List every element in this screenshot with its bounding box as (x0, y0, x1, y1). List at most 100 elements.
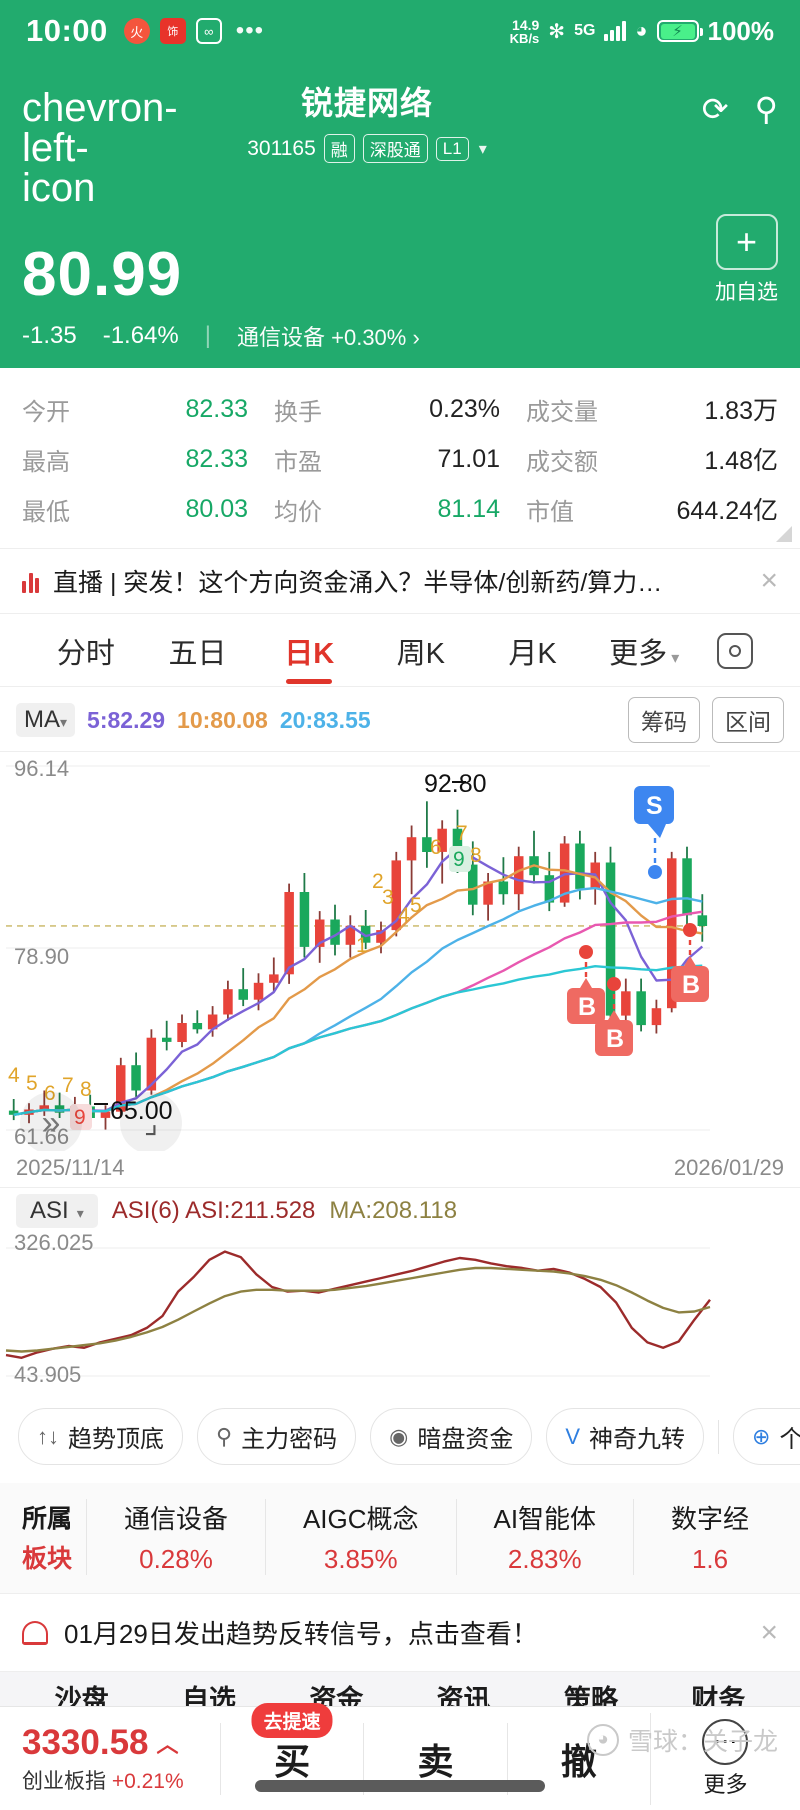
chip-nine-turn[interactable]: V 神奇九转 (546, 1408, 705, 1465)
fullscreen-icon[interactable]: ⌟ (120, 1092, 182, 1151)
chevron-right-icon: › (412, 325, 420, 350)
expand-corner-icon[interactable] (776, 526, 792, 542)
section-nav-item-financials[interactable]: 财务 (691, 1685, 746, 1706)
red-square-badge-icon: 饰 (159, 18, 186, 44)
svg-text:4: 4 (8, 1064, 20, 1087)
more-dots-icon: ••• (235, 17, 265, 44)
stat-value: 82.33 (185, 394, 248, 423)
wifi-icon: ◕ (635, 19, 648, 42)
arrows-updown-icon: ↑↓ (37, 1423, 59, 1449)
stat-value: 81.14 (437, 494, 500, 523)
stat-label: 市盈 (274, 448, 322, 476)
target-icon: ⊕ (752, 1423, 771, 1449)
tab-more[interactable]: 更多 ▾ (588, 630, 700, 672)
svg-text:9: 9 (74, 1106, 86, 1129)
tab-fiveday[interactable]: 五日 (168, 638, 227, 670)
ma-selector[interactable]: MA▾ (16, 703, 76, 737)
stat-label: 今开 (22, 398, 70, 426)
chevron-down-icon[interactable]: ▾ (478, 140, 487, 158)
chip-trend-topbottom[interactable]: ↑↓ 趋势顶底 (18, 1408, 183, 1465)
feature-chips: ↑↓ 趋势顶底 ⚲ 主力密码 ◉ 暗盘资金 V 神奇九转 ⊕ 个股雷 (0, 1390, 800, 1483)
section-nav-item-news[interactable]: 资讯 (436, 1685, 491, 1706)
chip-dark-pool[interactable]: ◉ 暗盘资金 (370, 1408, 533, 1465)
svg-text:B: B (682, 971, 700, 999)
sector-row: 所属 板块 通信设备 0.28% AIGC概念 3.85% AI智能体 2.83… (0, 1483, 800, 1593)
section-nav-item-strategy[interactable]: 策略 (563, 1685, 618, 1706)
close-icon[interactable]: × (760, 564, 778, 597)
sell-button[interactable]: 卖 (363, 1722, 506, 1795)
section-nav-item-funds[interactable]: 资金 (309, 1685, 364, 1706)
chip-stock-radar[interactable]: ⊕ 个股雷 (733, 1408, 800, 1465)
expand-chart-icon[interactable]: » (20, 1092, 82, 1151)
bell-icon (22, 1620, 48, 1645)
sector-percent: 0.28% (139, 1544, 213, 1574)
stat-label: 换手 (274, 398, 322, 426)
alert-banner[interactable]: 01月29日发出趋势反转信号，点击查看！ × (0, 1593, 800, 1672)
plus-icon: + (715, 214, 778, 270)
sector-name: AIGC概念 (302, 1504, 419, 1534)
chart-date-axis: 2025/11/14 2026/01/29 (0, 1151, 800, 1187)
tab-monthly-k[interactable]: 月K (508, 638, 557, 670)
chips-button[interactable]: 筹码 (628, 697, 700, 743)
home-indicator[interactable] (255, 1780, 545, 1792)
buy-button[interactable]: 去提速 买 (220, 1702, 363, 1795)
stat-label: 最低 (22, 498, 70, 526)
netspeed-value: 14.9 (512, 16, 540, 33)
tab-daily-k[interactable]: 日K (253, 630, 365, 672)
sector-item[interactable]: 数字经 1.6 (633, 1499, 786, 1575)
sector-item[interactable]: AIGC概念 3.85% (264, 1499, 456, 1575)
section-nav-item-watchlist[interactable]: 自选 (181, 1685, 236, 1706)
refresh-icon[interactable]: ⟳ (701, 91, 729, 127)
alert-text: 01月29日发出趋势反转信号，点击查看！ (64, 1619, 538, 1649)
tab-weekly-k[interactable]: 周K (396, 638, 446, 670)
chip-label: 趋势顶底 (68, 1426, 164, 1453)
add-favorite-button[interactable]: + 加自选 (715, 214, 778, 306)
change-absolute: -1.35 (22, 322, 77, 349)
key-icon: ⚲ (216, 1423, 233, 1449)
index-widget[interactable]: 3330.58 ︿ 创业板指 +0.21% (0, 1723, 220, 1795)
chart-settings-icon[interactable] (700, 633, 770, 669)
svg-text:1: 1 (356, 934, 368, 957)
sector-item[interactable]: AI智能体 2.83% (455, 1499, 634, 1575)
section-nav-item-sandbox[interactable]: 沙盘 (54, 1685, 109, 1706)
sector-percent: 1.6 (691, 1544, 729, 1574)
chevron-down-icon: ▾ (671, 650, 680, 667)
tab-intraday[interactable]: 分时 (56, 638, 115, 670)
sector-label-line1: 所属 (22, 1505, 73, 1533)
ma10-value: 10:80.08 (177, 706, 268, 733)
index-name: 创业板指 (22, 1769, 106, 1793)
search-icon[interactable]: ⚲ (754, 91, 778, 127)
watermark-text: 雪球：关子龙 (627, 1728, 778, 1756)
stat-marketcap: 市值 644.24亿 (526, 491, 778, 527)
stat-value: 82.33 (185, 444, 248, 473)
range-button[interactable]: 区间 (712, 697, 784, 743)
signal-bars-icon (604, 21, 627, 41)
svg-text:6: 6 (430, 836, 442, 859)
sector-item[interactable]: 通信设备 0.28% (86, 1499, 265, 1575)
sector-name: 数字经 (671, 1504, 750, 1534)
watermark: ◕ 雪球：关子龙 (586, 1722, 778, 1758)
add-favorite-label: 加自选 (715, 281, 778, 304)
sector-percent: +0.30% (331, 325, 407, 350)
speedup-badge[interactable]: 去提速 (251, 1702, 333, 1738)
svg-text:8: 8 (80, 1078, 92, 1101)
news-banner[interactable]: 直播 | 突发！这个方向资金涌入？半导体/创新药/算力… × (0, 548, 800, 614)
asi-chart[interactable]: 326.025 43.905 (0, 1230, 800, 1390)
back-button[interactable]: chevron-left-icon (22, 86, 178, 210)
close-icon[interactable]: × (760, 1615, 778, 1649)
asi-ma-label: MA:208.118 (329, 1197, 458, 1224)
current-price: 80.99 (22, 240, 183, 309)
svg-text:4: 4 (398, 904, 410, 927)
stat-volume: 成交量 1.83万 (526, 391, 778, 427)
xueqiu-icon: ◕ (586, 1724, 619, 1756)
stock-header: chevron-left-icon 锐捷网络 301165 融 深股通 L1 ▾… (0, 62, 800, 368)
stat-high: 最高 82.33 (22, 442, 274, 477)
sector-name: 通信设备 (123, 1504, 228, 1534)
chip-label: 主力密码 (241, 1426, 338, 1453)
asi-selector[interactable]: ASI ▾ (16, 1194, 98, 1228)
sector-link[interactable]: 通信设备 +0.30% › (237, 320, 420, 352)
chip-main-code[interactable]: ⚲ 主力密码 (197, 1408, 357, 1465)
